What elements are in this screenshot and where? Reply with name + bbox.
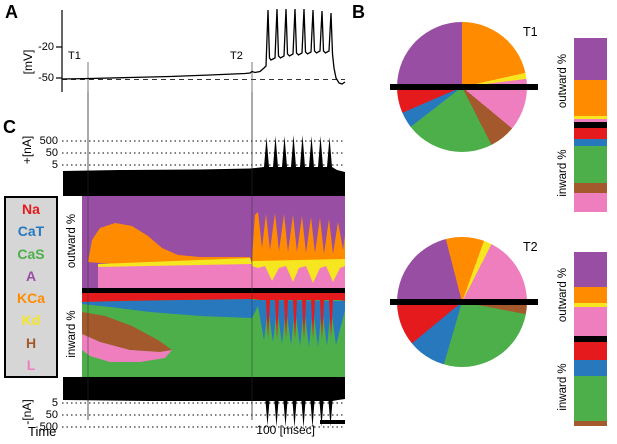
legend-item-Kd: Kd bbox=[21, 312, 41, 329]
pie-t1-divider bbox=[390, 84, 538, 90]
currentscape-Kd-burst bbox=[252, 259, 345, 283]
currentscape-L-inward-wedge bbox=[82, 334, 172, 362]
bar-segment-CaT bbox=[574, 138, 607, 146]
bar-segment-KCa bbox=[574, 80, 607, 117]
out-tick-500: 500 bbox=[39, 135, 58, 147]
legend-item-CaT: CaT bbox=[17, 223, 45, 240]
bar-segment-KCa bbox=[574, 287, 607, 304]
currentscape-inward-label: inward % bbox=[66, 310, 78, 358]
t2-annotation: T2 bbox=[230, 50, 243, 62]
currentscape-L-outward-quiet bbox=[98, 263, 252, 288]
bar-segment-Na bbox=[574, 128, 607, 139]
currentscape-CaT-quiet bbox=[82, 299, 252, 318]
currentscape-Na-burst bbox=[252, 293, 345, 340]
currentscape-CaT-burst bbox=[252, 300, 345, 347]
bar-t1-outward bbox=[574, 38, 607, 122]
bar-t1-inward-label: inward % bbox=[557, 149, 569, 197]
in-tick-50: 50 bbox=[45, 409, 58, 421]
bar-t2-inward-label: inward % bbox=[557, 363, 569, 411]
legend-item-CaS: CaS bbox=[17, 245, 45, 262]
bar-segment-A bbox=[574, 38, 607, 80]
currentscape-KCa-quiet bbox=[88, 223, 252, 264]
outward-total-current-band bbox=[63, 135, 345, 196]
bar-t2-outward bbox=[574, 252, 607, 336]
bar-t2-outward-label: outward % bbox=[557, 267, 569, 323]
bar-segment-L bbox=[574, 306, 607, 336]
stacked-bar-t1 bbox=[574, 38, 607, 212]
bar-t1-divider bbox=[574, 122, 607, 128]
currentscape-Na-quiet bbox=[82, 293, 252, 302]
currentscape-H-wedge bbox=[82, 312, 172, 352]
legend-item-Na: Na bbox=[22, 201, 40, 218]
panel-a-label: A bbox=[5, 2, 18, 22]
inward-total-current-band bbox=[63, 377, 345, 428]
time-axis-label: Time bbox=[28, 424, 57, 439]
bar-segment-CaT bbox=[574, 360, 607, 377]
current-legend: Na CaT CaS A KCa Kd H L bbox=[4, 196, 58, 378]
currentscape-KCa-burst bbox=[252, 212, 345, 262]
bar-segment-CaS bbox=[574, 376, 607, 421]
bar-t1-inward bbox=[574, 128, 607, 212]
bar-segment-Kd bbox=[574, 116, 607, 119]
scalebar-label: 100 [msec] bbox=[256, 423, 315, 437]
t1-annotation: T1 bbox=[68, 50, 81, 62]
currentscape-divider bbox=[82, 288, 345, 293]
bar-t1-outward-label: outward % bbox=[557, 53, 569, 109]
bar-segment-L bbox=[574, 193, 607, 212]
bar-segment-H bbox=[574, 182, 607, 194]
pie-t1-title: T1 bbox=[523, 25, 538, 39]
out-tick-5: 5 bbox=[51, 159, 58, 171]
pie-t2-divider bbox=[390, 299, 538, 305]
bar-segment-H bbox=[574, 420, 607, 426]
voltage-trace bbox=[61, 8, 346, 85]
legend-item-A: A bbox=[25, 267, 37, 284]
legend-item-KCa: KCa bbox=[16, 290, 45, 307]
in-tick-500: 500 bbox=[39, 421, 58, 433]
panel-b-label: B bbox=[352, 2, 365, 22]
out-tick-50: 50 bbox=[45, 147, 58, 159]
panel-c-label: C bbox=[3, 117, 16, 137]
pie-t2-title: T2 bbox=[523, 240, 538, 254]
voltage-tick-neg20: -20 bbox=[38, 41, 54, 53]
voltage-tick-neg50: -50 bbox=[38, 72, 54, 84]
in-tick-5: 5 bbox=[51, 397, 58, 409]
time-scalebar bbox=[320, 420, 345, 424]
bar-segment-CaS bbox=[574, 145, 607, 183]
bar-segment-Kd bbox=[574, 303, 607, 307]
bar-segment-A bbox=[574, 252, 607, 288]
legend-item-L: L bbox=[26, 356, 36, 373]
legend-item-H: H bbox=[25, 334, 37, 351]
stacked-bar-t2 bbox=[574, 252, 607, 426]
bar-segment-L bbox=[574, 118, 607, 122]
bar-t2-divider bbox=[574, 336, 607, 342]
bar-t2-inward bbox=[574, 342, 607, 426]
bar-segment-Na bbox=[574, 342, 607, 361]
currentscape-outward-label: outward % bbox=[66, 213, 78, 269]
currentscape-Kd-quiet bbox=[98, 258, 252, 267]
